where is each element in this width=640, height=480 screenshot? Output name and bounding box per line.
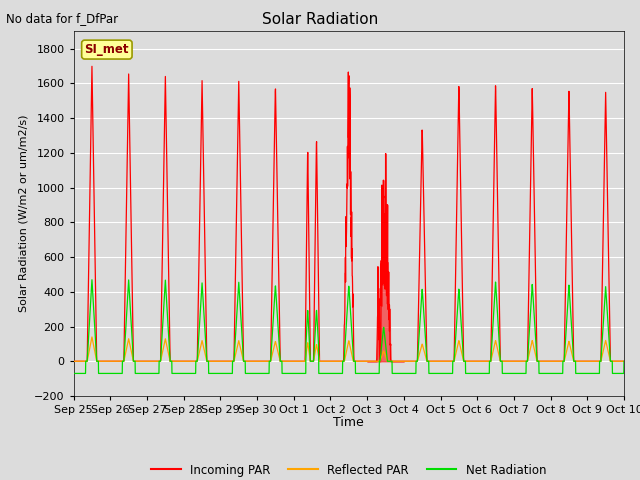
Y-axis label: Solar Radiation (W/m2 or um/m2/s): Solar Radiation (W/m2 or um/m2/s) — [19, 115, 29, 312]
Text: No data for f_DfPar: No data for f_DfPar — [6, 12, 118, 25]
Text: Solar Radiation: Solar Radiation — [262, 12, 378, 27]
Legend: Incoming PAR, Reflected PAR, Net Radiation: Incoming PAR, Reflected PAR, Net Radiati… — [147, 459, 551, 480]
Text: SI_met: SI_met — [84, 43, 129, 56]
X-axis label: Time: Time — [333, 417, 364, 430]
